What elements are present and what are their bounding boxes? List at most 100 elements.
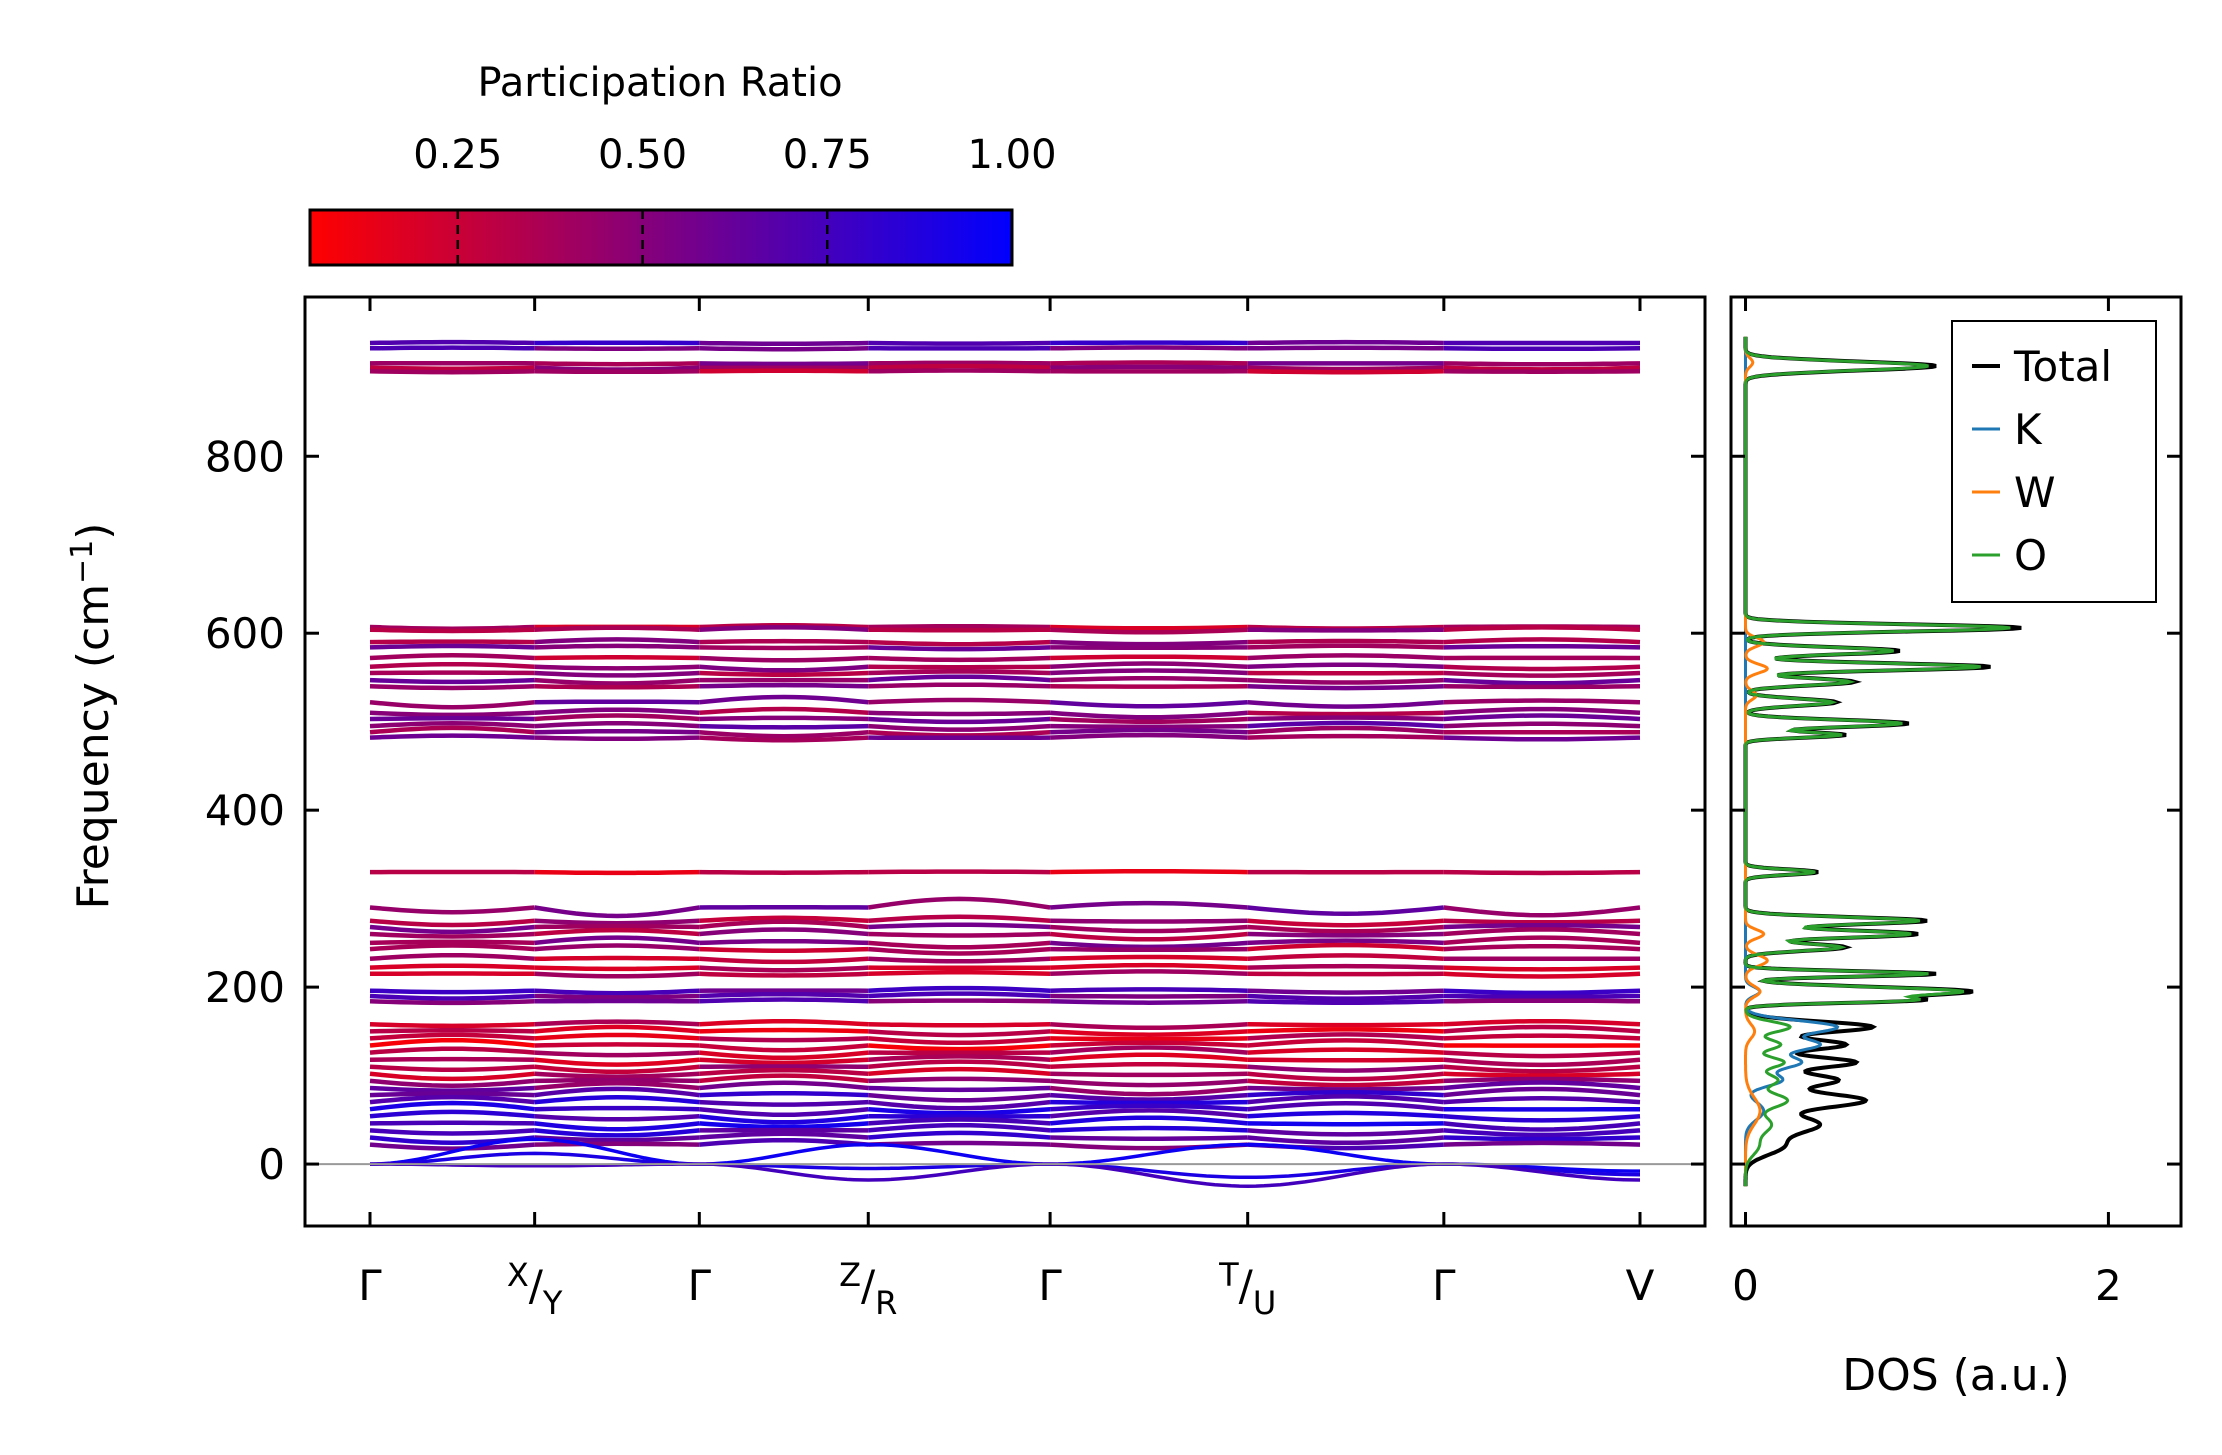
phonon-band	[1247, 1101, 1445, 1112]
phonon-band	[1443, 1050, 1641, 1059]
phonon-band	[534, 924, 700, 930]
phonon-band	[1443, 664, 1641, 672]
phonon-band	[369, 369, 535, 375]
phonon-band	[1050, 987, 1248, 993]
phonon-band	[534, 935, 700, 946]
phonon-band	[868, 1122, 1051, 1133]
phonon-band	[534, 1071, 700, 1079]
phonon-band	[699, 361, 869, 367]
phonon-band	[1247, 365, 1444, 372]
phonon-band	[369, 1142, 535, 1151]
phonon-band	[534, 1019, 700, 1027]
phonon-band	[1247, 993, 1444, 1001]
phonon-band	[1247, 653, 1444, 661]
phonon-band	[1443, 905, 1641, 918]
phonon-band	[1247, 999, 1444, 1005]
frequency-ticks: 0 200 400 600 800	[205, 432, 1705, 1189]
phonon-band	[1049, 1078, 1248, 1088]
phonon-band	[534, 664, 700, 671]
phonon-band	[1049, 1085, 1248, 1097]
phonon-band	[868, 1117, 1051, 1126]
phonon-band	[534, 1024, 700, 1034]
phonon-band	[369, 918, 535, 928]
phonon-band	[868, 645, 1051, 652]
phonon-band	[1443, 998, 1641, 1004]
phonon-bands	[369, 339, 1641, 1188]
phonon-band	[699, 1106, 869, 1118]
phonon-band	[369, 725, 535, 735]
phonon-band	[1247, 345, 1444, 351]
phonon-band	[534, 1042, 700, 1048]
phonon-band	[699, 730, 869, 739]
path-tick-label: Γ	[1038, 1261, 1062, 1310]
phonon-band	[868, 1106, 1051, 1116]
phonon-band	[369, 1071, 535, 1082]
phonon-band	[868, 730, 1051, 738]
phonon-band	[1247, 1064, 1444, 1073]
phonon-band	[369, 939, 535, 946]
phonon-band	[868, 940, 1051, 950]
phonon-band	[369, 1022, 535, 1029]
phonon-band	[534, 699, 700, 705]
phonon-band	[534, 927, 700, 937]
phonon-band	[1050, 869, 1248, 875]
phonon-band	[1050, 954, 1248, 962]
phonon-band	[868, 922, 1051, 930]
phonon-band	[369, 627, 535, 634]
phonon-band	[1050, 969, 1248, 977]
path-tick-label: T/U	[1218, 1256, 1276, 1322]
dos-o-line	[1743, 336, 2011, 1187]
phonon-band	[868, 1092, 1051, 1103]
phonon-band	[534, 1105, 700, 1112]
phonon-band	[1443, 1080, 1641, 1091]
phonon-band	[1443, 1018, 1641, 1027]
path-tick-label: Z/R	[839, 1256, 897, 1322]
phonon-band	[534, 1050, 700, 1058]
phonon-band	[369, 699, 535, 710]
phonon-band	[868, 1054, 1051, 1062]
phonon-band	[1050, 364, 1248, 371]
phonon-band	[1247, 733, 1444, 740]
phonon-band	[868, 627, 1051, 633]
phonon-band	[534, 684, 700, 690]
phonon-band	[868, 697, 1051, 705]
phonon-band	[369, 1109, 535, 1119]
phonon-band	[699, 340, 869, 347]
phonon-band	[369, 710, 535, 718]
frequency-axis-title-text: Frequency (cm	[68, 584, 119, 910]
phonon-band	[1050, 1125, 1248, 1133]
phonon-band	[1247, 931, 1444, 938]
phonon-band	[534, 988, 700, 996]
colorbar-tick-label: 0.75	[783, 132, 872, 178]
phonon-band	[868, 1130, 1051, 1140]
phonon-band	[1443, 1024, 1641, 1034]
phonon-band	[369, 733, 535, 740]
phonon-band	[868, 998, 1051, 1004]
phonon-band	[699, 938, 869, 946]
phonon-band	[699, 735, 869, 743]
path-label-sup: X	[507, 1256, 529, 1294]
phonon-band	[699, 915, 869, 924]
path-tick-label: V	[1626, 1261, 1655, 1310]
phonon-band	[1050, 1099, 1248, 1106]
phonon-band	[699, 1019, 869, 1027]
phonon-band	[1443, 927, 1641, 937]
phonon-band	[1050, 962, 1248, 970]
phonon-band	[699, 965, 869, 973]
phonon-band	[699, 1080, 869, 1091]
phonon-band	[868, 956, 1051, 964]
phonon-band	[699, 927, 869, 937]
phonon-band	[1247, 988, 1444, 995]
phonon-band	[1443, 1121, 1641, 1132]
phonon-band	[1443, 625, 1641, 632]
dispersion-frame	[303, 295, 1707, 1228]
phonon-band	[534, 971, 700, 979]
phonon-band	[1247, 677, 1444, 685]
phonon-band	[369, 721, 535, 729]
phonon-band	[1049, 1029, 1248, 1037]
phonon-band	[534, 735, 700, 742]
phonon-band	[1050, 918, 1248, 924]
phonon-band	[1247, 1128, 1444, 1137]
frequency-tick-label: 200	[205, 963, 285, 1012]
frequency-axis-title-close: )	[68, 523, 119, 540]
